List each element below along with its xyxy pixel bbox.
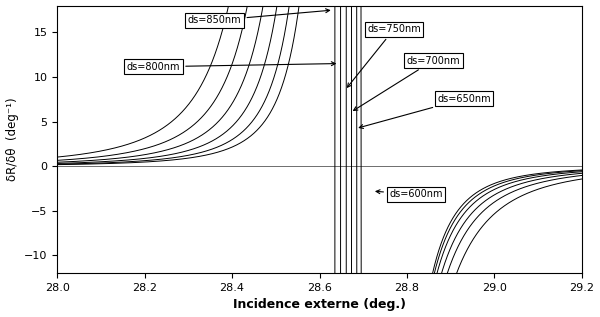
Text: ds=700nm: ds=700nm xyxy=(353,55,460,110)
Y-axis label: δR/δθ  (deg⁻¹): δR/δθ (deg⁻¹) xyxy=(5,98,19,181)
Text: ds=650nm: ds=650nm xyxy=(359,94,491,128)
X-axis label: Incidence externe (deg.): Incidence externe (deg.) xyxy=(233,298,406,311)
Text: ds=800nm: ds=800nm xyxy=(127,62,335,72)
Text: ds=600nm: ds=600nm xyxy=(376,189,443,199)
Text: ds=850nm: ds=850nm xyxy=(188,9,329,25)
Text: ds=750nm: ds=750nm xyxy=(347,24,421,87)
